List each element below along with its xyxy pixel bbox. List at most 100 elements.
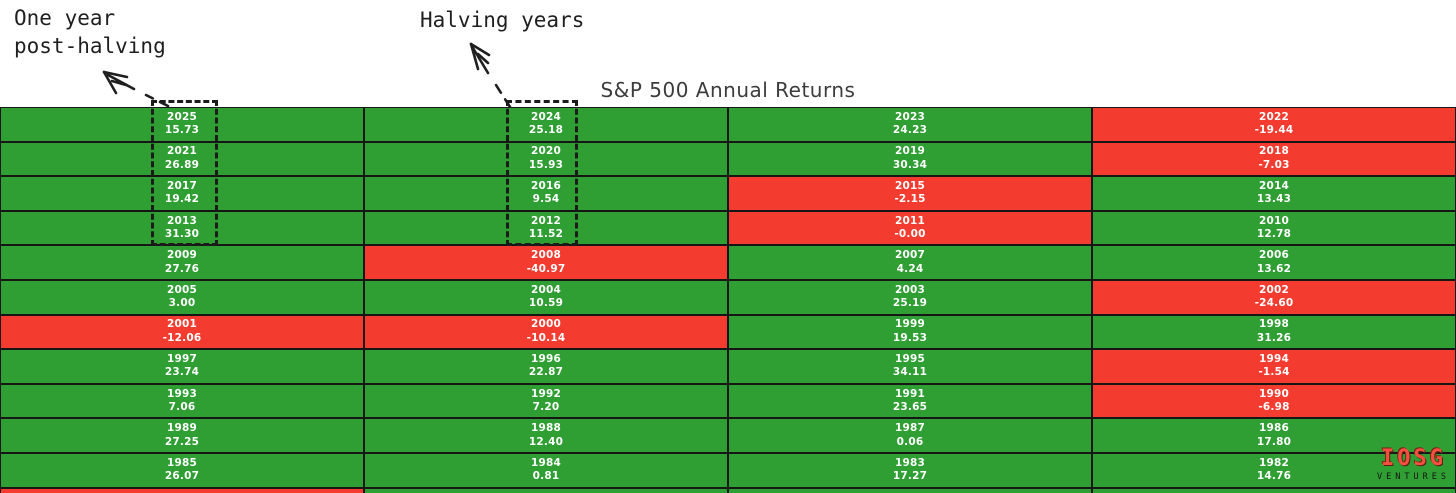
- year-label: 2003: [894, 283, 926, 296]
- return-value: 15.73: [164, 124, 200, 137]
- year-label: 1985: [166, 456, 198, 469]
- year-label: 2000: [530, 318, 562, 331]
- year-label: 1986: [1258, 422, 1290, 435]
- year-label: 1993: [166, 387, 198, 400]
- return-cell: 2005 3.00: [0, 279, 364, 315]
- year-label: 2005: [166, 283, 198, 296]
- return-cell: 2021 26.89: [0, 141, 364, 177]
- return-value: 27.76: [164, 262, 200, 275]
- year-label: 1995: [894, 353, 926, 366]
- year-label: 2011: [894, 214, 926, 227]
- halving-years-annotation: Halving years: [420, 6, 584, 34]
- year-label: 2004: [530, 283, 562, 296]
- return-cell: 2020 15.93: [364, 141, 728, 177]
- return-value: 14.76: [1256, 470, 1292, 483]
- return-value: 31.26: [1256, 331, 1292, 344]
- return-cell: 2014 13.43: [1092, 176, 1456, 211]
- return-value: -10.14: [526, 331, 566, 344]
- return-value: 25.18: [528, 124, 564, 137]
- return-cell: 2007 4.24: [728, 245, 1092, 280]
- return-value: 22.87: [528, 366, 564, 379]
- return-cell: 2013 31.30: [0, 210, 364, 246]
- year-label: 2020: [530, 145, 562, 158]
- return-value: 4.24: [896, 262, 924, 275]
- return-cell: 1996 22.87: [364, 349, 728, 384]
- year-label: 1984: [530, 456, 562, 469]
- return-value: 19.53: [892, 331, 928, 344]
- return-cell: 2002 -24.60: [1092, 279, 1456, 315]
- year-label: 1999: [894, 318, 926, 331]
- year-label: 1994: [1258, 353, 1290, 366]
- return-cell: [0, 487, 364, 493]
- return-value: 9.54: [532, 193, 560, 206]
- year-label: 2023: [894, 110, 926, 123]
- return-value: -12.06: [162, 331, 202, 344]
- year-label: 2001: [166, 318, 198, 331]
- return-value: 12.78: [1256, 228, 1292, 241]
- return-value: -2.15: [894, 193, 926, 206]
- return-value: 11.52: [528, 228, 564, 241]
- return-value: 12.40: [528, 435, 564, 448]
- return-value: 3.00: [168, 297, 196, 310]
- halving-years-box: [506, 100, 578, 246]
- returns-grid: 2025 15.73 2024 25.18 2023 24.23 2022 -19.44 202…: [0, 107, 1456, 493]
- return-cell: 2018 -7.03: [1092, 141, 1456, 177]
- return-value: 26.89: [164, 158, 200, 171]
- year-label: 2015: [894, 180, 926, 193]
- return-cell: 1989 27.25: [0, 418, 364, 453]
- post-halving-line1: One year: [14, 6, 116, 30]
- return-value: -40.97: [526, 262, 566, 275]
- return-value: 30.34: [892, 158, 928, 171]
- chart-title: S&P 500 Annual Returns: [600, 78, 856, 102]
- return-value: 17.80: [1256, 435, 1292, 448]
- return-cell: 2009 27.76: [0, 245, 364, 280]
- return-cell: 2016 9.54: [364, 176, 728, 211]
- return-value: 23.65: [892, 401, 928, 414]
- year-label: 2019: [894, 145, 926, 158]
- year-label: 1988: [530, 422, 562, 435]
- return-value: -7.03: [1258, 158, 1290, 171]
- return-cell: 1988 12.40: [364, 418, 728, 453]
- post-halving-annotation: One year post-halving: [14, 4, 166, 60]
- return-value: 26.07: [164, 470, 200, 483]
- year-label: 2018: [1258, 145, 1290, 158]
- return-cell: 2000 -10.14: [364, 314, 728, 350]
- return-cell: 1984 0.81: [364, 452, 728, 488]
- return-cell: 2001 -12.06: [0, 314, 364, 350]
- return-cell: 2022 -19.44: [1092, 107, 1456, 142]
- return-value: 7.06: [168, 401, 196, 414]
- return-cell: 2004 10.59: [364, 279, 728, 315]
- return-cell: [1092, 487, 1456, 493]
- return-cell: [364, 487, 728, 493]
- year-label: 2012: [530, 214, 562, 227]
- return-cell: 1995 34.11: [728, 349, 1092, 384]
- iosg-ventures-logo: IOSG VENTURES: [1377, 447, 1450, 482]
- year-label: 2009: [166, 249, 198, 262]
- return-cell: 2017 19.42: [0, 176, 364, 211]
- year-label: 1997: [166, 353, 198, 366]
- return-cell: 2025 15.73: [0, 107, 364, 142]
- post-halving-box: [151, 100, 218, 246]
- return-value: -6.98: [1258, 401, 1290, 414]
- year-label: 1983: [894, 456, 926, 469]
- return-cell: 2011 -0.00: [728, 210, 1092, 246]
- return-value: 25.19: [892, 297, 928, 310]
- return-value: 19.42: [164, 193, 200, 206]
- return-cell: 2019 30.34: [728, 141, 1092, 177]
- year-label: 2016: [530, 180, 562, 193]
- year-label: 2007: [894, 249, 926, 262]
- return-value: -24.60: [1254, 297, 1294, 310]
- return-value: 13.62: [1256, 262, 1292, 275]
- year-label: 1987: [894, 422, 926, 435]
- year-label: 1996: [530, 353, 562, 366]
- return-cell: 1986 17.80: [1092, 418, 1456, 453]
- year-label: 2002: [1258, 283, 1290, 296]
- year-label: 2010: [1258, 214, 1290, 227]
- return-cell: 1982 14.76: [1092, 452, 1456, 488]
- year-label: 1990: [1258, 387, 1290, 400]
- return-cell: 2015 -2.15: [728, 176, 1092, 211]
- return-cell: 2023 24.23: [728, 107, 1092, 142]
- return-cell: 1987 0.06: [728, 418, 1092, 453]
- return-cell: 1997 23.74: [0, 349, 364, 384]
- return-value: 24.23: [892, 124, 928, 137]
